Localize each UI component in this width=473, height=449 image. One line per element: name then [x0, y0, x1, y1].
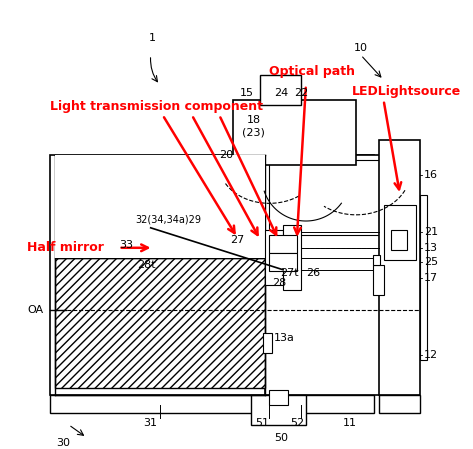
- Text: 24: 24: [274, 88, 288, 98]
- Text: (23): (23): [242, 128, 265, 138]
- Bar: [391, 230, 407, 250]
- Text: 16: 16: [424, 170, 438, 180]
- Text: 10: 10: [354, 43, 368, 53]
- Text: Half mirror: Half mirror: [27, 241, 104, 254]
- Bar: [265, 155, 384, 395]
- Text: 11: 11: [342, 418, 357, 427]
- Text: 31: 31: [144, 418, 158, 427]
- Bar: [270, 160, 379, 235]
- Text: 22: 22: [294, 88, 308, 98]
- Bar: [283, 225, 301, 290]
- Text: 21: 21: [424, 227, 438, 237]
- Bar: [50, 155, 375, 395]
- Text: 1: 1: [149, 33, 156, 43]
- Bar: [379, 140, 420, 395]
- Text: 33: 33: [119, 240, 133, 250]
- Text: Light transmission component: Light transmission component: [50, 101, 263, 114]
- Bar: [263, 333, 272, 353]
- Bar: [270, 235, 297, 253]
- Text: 27: 27: [230, 235, 245, 245]
- Bar: [251, 395, 306, 425]
- Text: 30: 30: [57, 438, 70, 448]
- Bar: [260, 75, 301, 105]
- Text: 12: 12: [424, 350, 438, 360]
- Bar: [55, 155, 265, 258]
- Text: 27t: 27t: [280, 268, 299, 278]
- Bar: [270, 390, 288, 405]
- Text: 32(34,34a)29: 32(34,34a)29: [135, 215, 201, 225]
- Text: 13a: 13a: [274, 333, 295, 343]
- Text: OA: OA: [27, 305, 44, 315]
- Bar: [233, 100, 356, 165]
- Bar: [50, 395, 375, 413]
- Bar: [55, 258, 265, 387]
- Bar: [270, 253, 297, 271]
- Bar: [420, 195, 428, 360]
- Bar: [265, 230, 283, 285]
- Text: 52: 52: [290, 418, 304, 427]
- Text: 50: 50: [274, 433, 288, 443]
- Text: Optical path: Optical path: [270, 66, 355, 79]
- Text: LEDLightsource: LEDLightsource: [351, 85, 461, 98]
- Bar: [379, 395, 420, 413]
- Bar: [373, 265, 384, 295]
- Text: 28: 28: [272, 278, 286, 288]
- Text: 28t: 28t: [137, 260, 156, 270]
- Text: 13: 13: [424, 243, 438, 253]
- Text: 17: 17: [424, 273, 438, 283]
- Text: 51: 51: [255, 418, 269, 427]
- Text: 25: 25: [424, 257, 438, 267]
- Text: 26: 26: [306, 268, 320, 278]
- Bar: [373, 255, 380, 265]
- Text: 18: 18: [246, 115, 261, 125]
- Bar: [384, 205, 415, 260]
- Text: 20: 20: [219, 150, 233, 160]
- Text: 15: 15: [240, 88, 254, 98]
